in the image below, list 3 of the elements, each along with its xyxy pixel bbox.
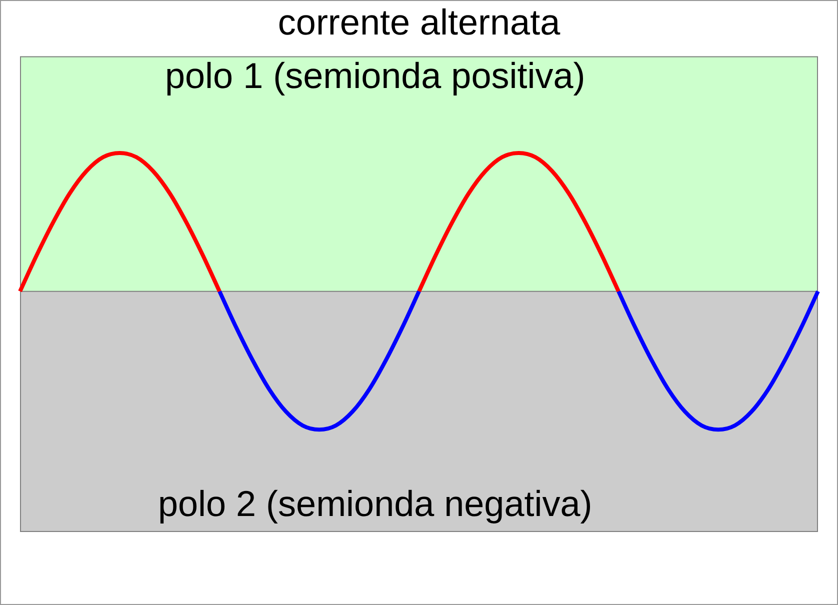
band-label: polo 2 (semionda negativa) (158, 482, 592, 524)
band-label: polo 1 (semionda positiva) (164, 55, 586, 96)
chart-title: corrente alternata (278, 2, 562, 43)
